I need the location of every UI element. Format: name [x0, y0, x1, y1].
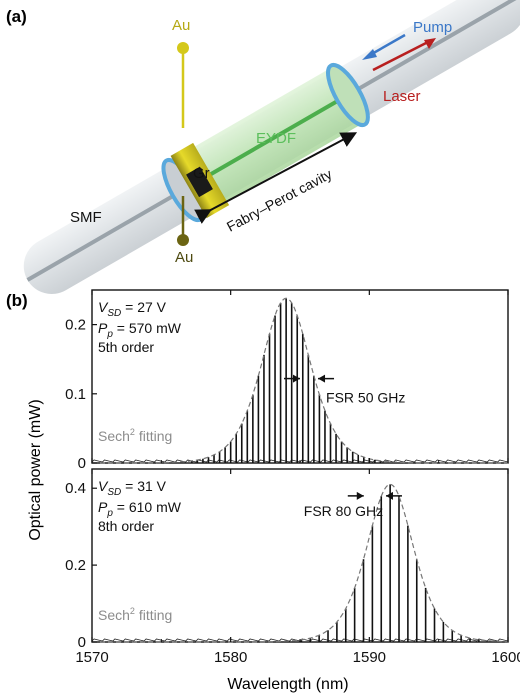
y-tick-label: 0 — [78, 455, 86, 472]
y-tick-label: 0.2 — [65, 557, 86, 574]
y-tick-label: 0 — [78, 634, 86, 651]
x-tick-label: 1590 — [353, 649, 386, 666]
fiber-tube — [23, 0, 520, 294]
smf-label: SMF — [70, 209, 102, 226]
panel-b: (b) Optical power (mW) Wavelength (nm) 0… — [6, 289, 520, 693]
y-tick-label: 0.1 — [65, 386, 86, 403]
v-sd-label: VSD = 27 V — [98, 299, 167, 319]
laser-arrow — [372, 40, 429, 72]
order-label: 5th order — [98, 339, 154, 355]
p-p-label: Pp = 610 mW — [98, 499, 182, 519]
y-tick-label: 0.4 — [65, 480, 86, 497]
fsr-arrow-left-head — [356, 491, 364, 500]
au-top-label: Au — [172, 17, 190, 34]
pump-label: Pump — [413, 19, 452, 36]
laser-label: Laser — [383, 88, 421, 105]
au-top-pad — [177, 42, 189, 54]
order-label: 8th order — [98, 518, 154, 534]
cavity-arrow — [194, 132, 358, 224]
x-axis-label: Wavelength (nm) — [227, 676, 348, 693]
panel-a: (a) Au Au Pump Laser EYDF — [6, 0, 520, 294]
fsr-label: FSR 50 GHz — [326, 390, 405, 406]
x-tick-label: 1580 — [214, 649, 247, 666]
pump-arrow — [369, 33, 406, 57]
fsr-arrow-right-head — [318, 374, 326, 383]
fsr-arrow-left-head — [293, 374, 300, 383]
x-tick-label: 1570 — [75, 649, 108, 666]
sech2-envelope — [92, 297, 508, 464]
fit-label: Sech2 fitting — [98, 427, 172, 444]
gr-label: Gr — [193, 165, 210, 182]
au-bottom-label: Au — [175, 249, 193, 266]
panel-a-label: (a) — [6, 7, 27, 26]
p-p-label: Pp = 570 mW — [98, 320, 182, 340]
eydf-label: EYDF — [256, 130, 296, 147]
fsr-arrow-right-head — [385, 491, 393, 500]
v-sd-label: VSD = 31 V — [98, 478, 167, 498]
panel-b-label: (b) — [6, 291, 28, 310]
fsr-label: FSR 80 GHz — [304, 503, 383, 519]
fit-label: Sech2 fitting — [98, 606, 172, 623]
y-axis-label: Optical power (mW) — [27, 399, 44, 540]
y-tick-label: 0.2 — [65, 317, 86, 334]
au-bottom-pad — [177, 234, 189, 246]
